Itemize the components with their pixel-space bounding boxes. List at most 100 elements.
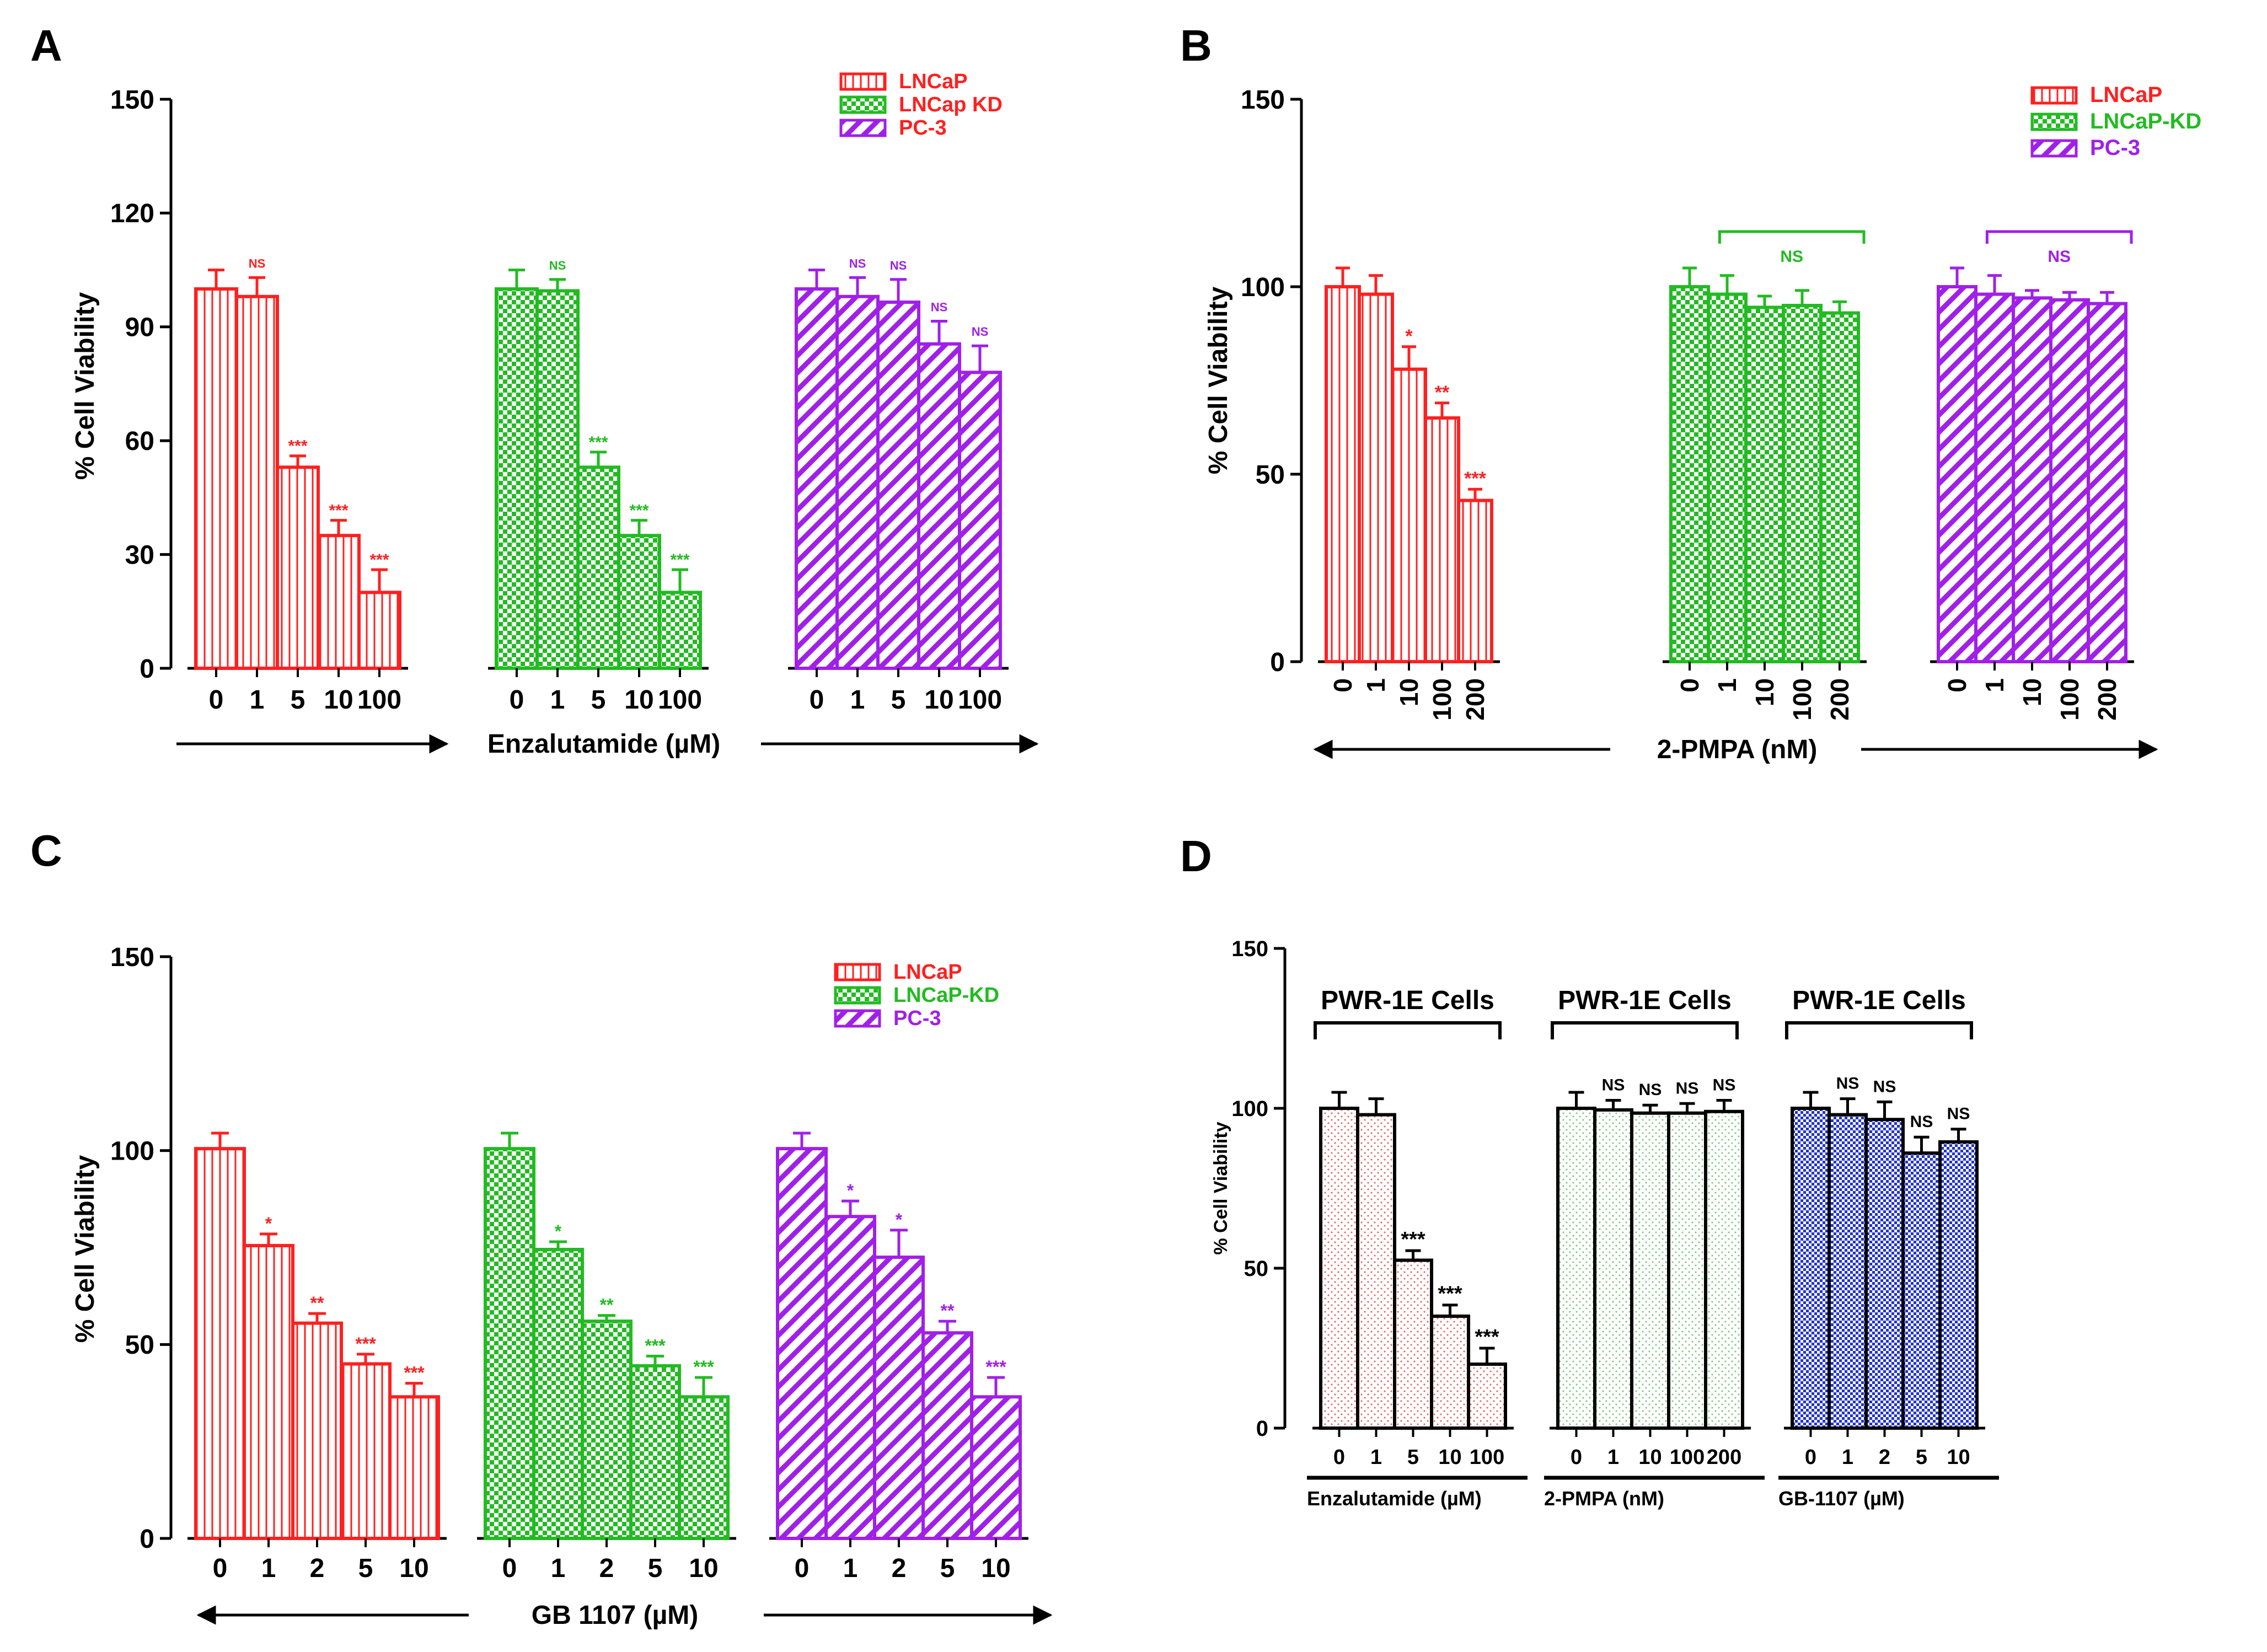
cells-bracket-label: PWR-1E Cells — [1558, 986, 1732, 1015]
x-tick-label: 100 — [1470, 1446, 1504, 1469]
bar — [1430, 1315, 1470, 1430]
legend-swatch — [2030, 112, 2078, 131]
x-tick-label: 5 — [940, 1554, 955, 1583]
legend-swatch — [834, 986, 881, 1005]
group-label: GB-1107 (µM) — [1778, 1487, 1905, 1510]
legend-swatch — [834, 963, 881, 981]
bar — [276, 465, 320, 670]
y-tick-label: 0 — [1270, 648, 1285, 677]
bar — [958, 371, 1002, 670]
y-tick-label: 90 — [125, 313, 154, 342]
legend-label: LNCaP — [893, 961, 962, 984]
legend-swatch — [839, 72, 887, 91]
y-tick-label: 150 — [110, 85, 154, 115]
y-tick-label: 50 — [1244, 1257, 1269, 1281]
legend-label: LNCaP-KD — [2090, 109, 2201, 133]
significance-label: NS — [1910, 1113, 1933, 1131]
x-tick-label: 0 — [1675, 678, 1704, 693]
x-tick-label: 1 — [550, 685, 565, 715]
y-axis-label: % Cell Viability — [1204, 286, 1233, 474]
x-tick-label: 10 — [399, 1554, 428, 1583]
bar — [1974, 292, 2015, 663]
x-tick-label: 1 — [551, 1554, 566, 1583]
significance-label: NS — [890, 259, 907, 272]
significance-label: *** — [1475, 1326, 1499, 1349]
significance-label: *** — [693, 1357, 714, 1377]
x-tick-label: 2 — [892, 1554, 907, 1583]
significance-label: *** — [629, 502, 649, 520]
x-tick-label: 1 — [1607, 1446, 1619, 1469]
x-tick-label: 1 — [1370, 1446, 1382, 1469]
bar — [243, 1243, 294, 1541]
bar — [576, 465, 620, 670]
bar — [1391, 367, 1427, 663]
significance-label: *** — [670, 551, 689, 569]
significance-label: NS — [849, 256, 866, 270]
bar — [1901, 1151, 1942, 1430]
significance-label: * — [847, 1181, 854, 1200]
y-tick-label: 0 — [140, 655, 154, 684]
x-axis-label: GB 1107 (µM) — [532, 1601, 698, 1630]
x-tick-label: 1 — [1980, 678, 2009, 693]
legend-swatch — [2030, 86, 2078, 105]
bar — [1593, 1108, 1633, 1430]
cells-bracket — [1551, 1021, 1739, 1039]
significance-label: NS — [1873, 1077, 1896, 1096]
bar — [1864, 1118, 1905, 1430]
bar — [1630, 1111, 1670, 1430]
bar — [1457, 498, 1493, 663]
x-tick-label: 5 — [291, 685, 306, 715]
legend-swatch — [2030, 139, 2078, 158]
significance-label: *** — [1438, 1283, 1462, 1306]
bar — [1467, 1363, 1507, 1430]
bar — [876, 301, 920, 670]
significance-label: ** — [310, 1293, 324, 1313]
x-tick-label: 5 — [648, 1554, 663, 1583]
y-axis-label: % Cell Viability — [71, 1155, 100, 1343]
bar — [1707, 292, 1748, 663]
x-tick-label: 0 — [1328, 678, 1357, 693]
bar — [1358, 292, 1394, 663]
bar — [2012, 296, 2052, 663]
x-tick-label: 2 — [1879, 1446, 1890, 1469]
significance-label: NS — [249, 256, 266, 270]
bar — [235, 294, 279, 670]
y-tick-label: 150 — [1241, 85, 1285, 115]
legend-label: PC-3 — [899, 116, 947, 140]
cells-bracket — [1785, 1021, 1973, 1039]
y-tick-label: 50 — [125, 1331, 154, 1360]
group-label: 2-PMPA (nM) — [1544, 1487, 1664, 1510]
x-tick-label: 5 — [1916, 1446, 1927, 1469]
bar — [1704, 1109, 1744, 1430]
bar — [776, 1147, 828, 1540]
y-axis-label: % Cell Viability — [71, 292, 100, 480]
bar — [1782, 304, 1823, 663]
x-tick-label: 10 — [1395, 678, 1423, 706]
x-tick-label: 5 — [358, 1554, 373, 1583]
x-tick-label: 100 — [658, 685, 702, 715]
x-tick-label: 200 — [1461, 678, 1489, 721]
y-tick-label: 0 — [140, 1525, 154, 1554]
y-tick-label: 100 — [1241, 273, 1285, 302]
x-axis-label: 2-PMPA (nM) — [1657, 735, 1818, 764]
bar — [658, 591, 702, 671]
bar — [535, 289, 580, 670]
group-label: Enzalutamide (µM) — [1307, 1487, 1482, 1510]
x-tick-label: 100 — [1788, 678, 1816, 721]
x-tick-label: 0 — [502, 1554, 517, 1583]
bar — [357, 591, 401, 671]
bar — [1938, 1140, 1979, 1430]
x-tick-label: 5 — [1407, 1446, 1419, 1469]
x-tick-label: 1 — [843, 1554, 858, 1583]
legend-label: PC-3 — [2090, 136, 2140, 160]
significance-label: ** — [1435, 382, 1450, 403]
bar — [1669, 285, 1710, 663]
bar — [317, 534, 361, 671]
bar — [824, 1215, 876, 1541]
bar — [1937, 285, 1977, 663]
bar — [495, 287, 539, 670]
x-tick-label: 0 — [810, 685, 824, 715]
legend-label: LNCap KD — [899, 93, 1003, 116]
